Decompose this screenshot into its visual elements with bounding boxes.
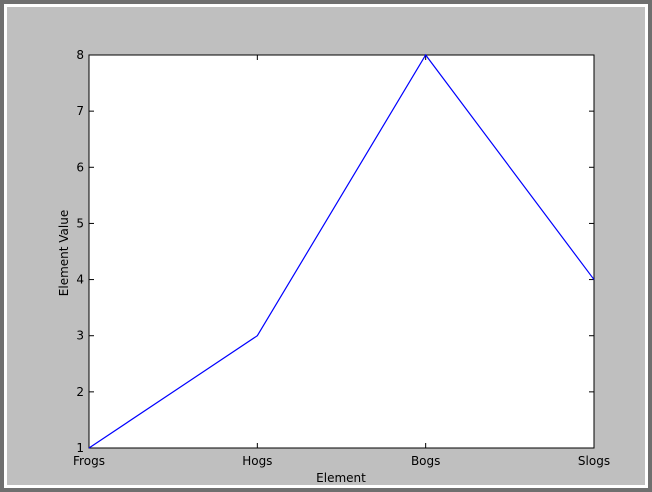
- x-axis-ticks: Frogs Hogs Bogs Slogs: [73, 55, 610, 468]
- y-tick-label: 8: [76, 48, 84, 62]
- plot-area: [88, 54, 595, 449]
- y-tick-label: 2: [76, 385, 84, 399]
- y-tick-label: 6: [76, 160, 84, 174]
- y-tick-label: 1: [76, 441, 84, 455]
- y-axis-title: Element Value: [57, 210, 71, 296]
- y-tick-label: 7: [76, 104, 84, 118]
- chart-canvas: 1 2 3 4 5 6 7 8 Frogs Hogs Bogs Slogs Element Elem…: [4, 4, 648, 488]
- line-chart: 1 2 3 4 5 6 7 8 Frogs Hogs Bogs Slogs Element Elem…: [57, 48, 610, 485]
- y-tick-label: 4: [76, 273, 84, 287]
- x-axis-title: Element: [316, 471, 366, 485]
- series-line: [88, 53, 595, 449]
- x-tick-label: Slogs: [578, 454, 610, 468]
- x-tick-label: Hogs: [242, 454, 272, 468]
- x-tick-label: Bogs: [411, 454, 440, 468]
- y-tick-label: 3: [76, 329, 84, 343]
- y-axis-ticks: 1 2 3 4 5 6 7 8: [76, 48, 594, 455]
- y-tick-label: 5: [76, 216, 84, 230]
- x-tick-label: Frogs: [73, 454, 105, 468]
